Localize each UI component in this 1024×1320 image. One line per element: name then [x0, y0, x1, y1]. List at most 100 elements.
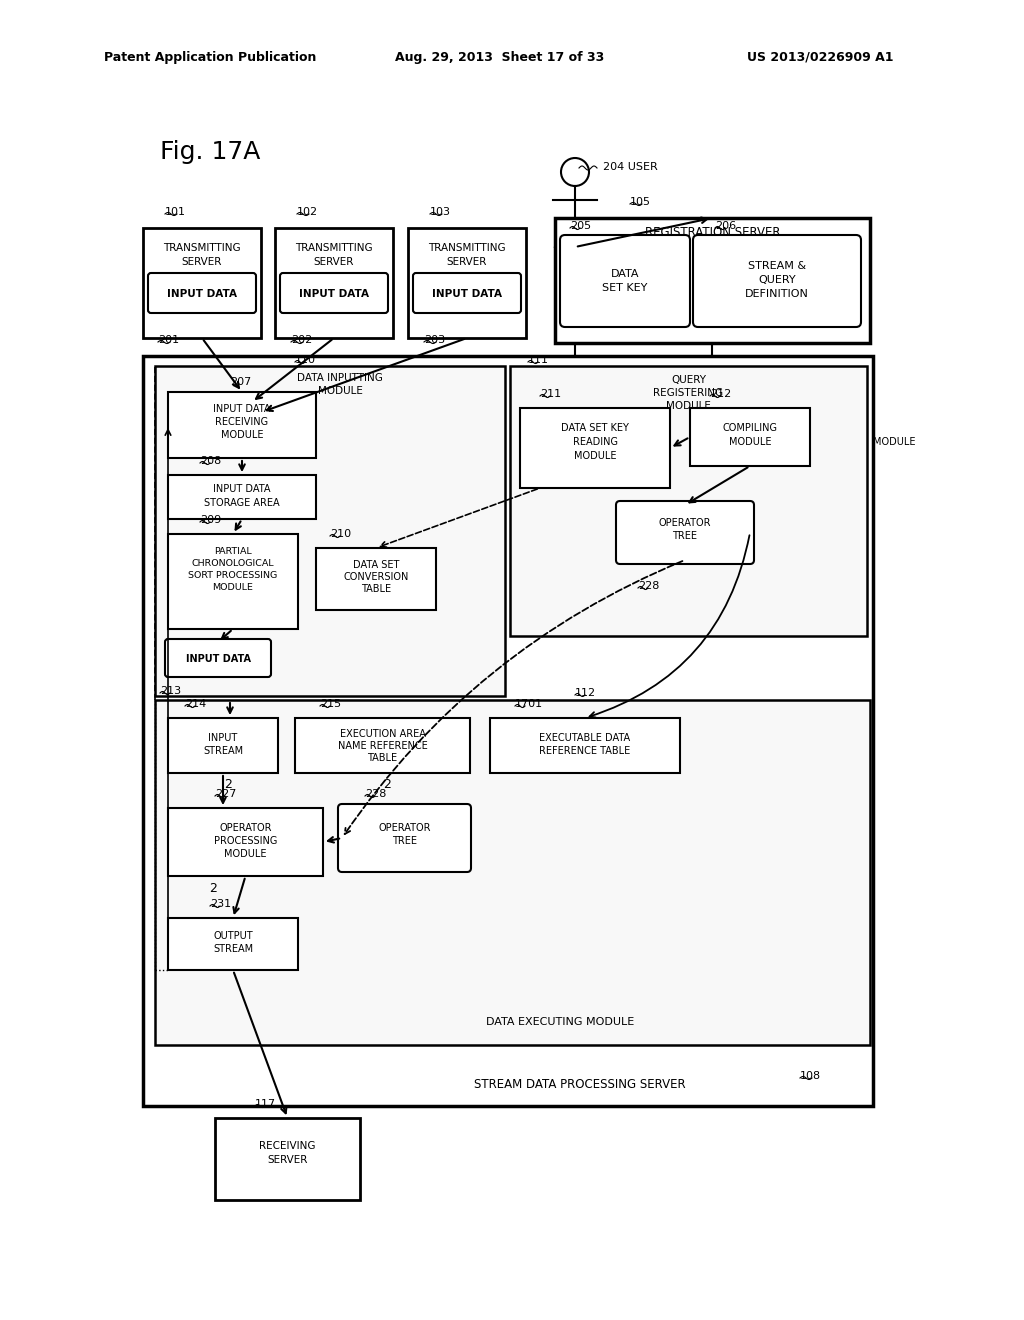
Text: COMPILING: COMPILING [723, 422, 777, 433]
Text: MODULE: MODULE [224, 849, 266, 859]
Text: 105: 105 [630, 197, 651, 207]
Text: MODULE: MODULE [729, 437, 771, 447]
Text: 204 USER: 204 USER [603, 162, 657, 172]
Text: Patent Application Publication: Patent Application Publication [103, 50, 316, 63]
Text: 214: 214 [185, 700, 206, 709]
Bar [408, 228, 526, 338]
Text: 111: 111 [528, 355, 549, 366]
Text: TRANSMITTING: TRANSMITTING [428, 243, 506, 253]
Text: MODULE: MODULE [573, 451, 616, 461]
Bar [168, 808, 323, 876]
Text: DEFINITION: DEFINITION [745, 289, 809, 300]
Text: 2: 2 [384, 779, 391, 792]
Text: SORT PROCESSING: SORT PROCESSING [188, 570, 278, 579]
FancyBboxPatch shape [165, 639, 271, 677]
Text: READING: READING [572, 437, 617, 447]
Text: DATA SET KEY: DATA SET KEY [561, 422, 629, 433]
Bar [316, 548, 436, 610]
Text: 202: 202 [291, 335, 312, 345]
Text: 2: 2 [209, 882, 217, 895]
Text: 1701: 1701 [515, 700, 543, 709]
Text: STREAM: STREAM [213, 944, 253, 954]
Bar [555, 218, 870, 343]
Text: DATA INPUTTING: DATA INPUTTING [297, 374, 383, 383]
Text: 231: 231 [210, 899, 231, 909]
FancyBboxPatch shape [560, 235, 690, 327]
Bar [168, 475, 316, 519]
Bar [168, 917, 298, 970]
Text: OPERATOR: OPERATOR [219, 822, 271, 833]
Text: STORAGE AREA: STORAGE AREA [204, 498, 280, 508]
Text: SET KEY: SET KEY [602, 282, 648, 293]
Text: 228: 228 [638, 581, 659, 591]
Bar [490, 718, 680, 774]
Text: REFERENCE TABLE: REFERENCE TABLE [540, 746, 631, 756]
Text: 213: 213 [160, 686, 181, 696]
Text: 211: 211 [540, 389, 561, 399]
Text: OPERATOR: OPERATOR [378, 822, 431, 833]
Text: TABLE: TABLE [360, 583, 391, 594]
Text: 207: 207 [230, 378, 251, 387]
Bar [155, 700, 870, 1045]
Text: Aug. 29, 2013  Sheet 17 of 33: Aug. 29, 2013 Sheet 17 of 33 [395, 50, 604, 63]
Text: EXECUTION AREA: EXECUTION AREA [340, 729, 425, 739]
Text: 210: 210 [330, 529, 351, 539]
Text: INPUT DATA: INPUT DATA [213, 484, 270, 494]
Text: NAME REFERENCE: NAME REFERENCE [338, 741, 427, 751]
Text: PARTIAL: PARTIAL [214, 546, 252, 556]
Text: 110: 110 [295, 355, 316, 366]
Text: TREE: TREE [673, 531, 697, 541]
Text: CHRONOLOGICAL: CHRONOLOGICAL [191, 558, 274, 568]
Text: 206: 206 [715, 220, 736, 231]
Text: DATA SET: DATA SET [353, 560, 399, 570]
Text: US 2013/0226909 A1: US 2013/0226909 A1 [746, 50, 893, 63]
FancyBboxPatch shape [338, 804, 471, 873]
Text: SERVER: SERVER [267, 1155, 307, 1166]
Text: CONVERSION: CONVERSION [343, 572, 409, 582]
Bar [275, 228, 393, 338]
Text: TREE: TREE [392, 836, 417, 846]
Bar [143, 356, 873, 1106]
Text: TABLE: TABLE [368, 752, 397, 763]
FancyBboxPatch shape [616, 502, 754, 564]
Text: Fig. 17A: Fig. 17A [160, 140, 260, 164]
Bar [215, 1118, 360, 1200]
Text: SERVER: SERVER [182, 257, 222, 267]
Text: 101: 101 [165, 207, 186, 216]
Text: INPUT: INPUT [208, 733, 238, 743]
Text: SERVER: SERVER [313, 257, 354, 267]
Text: 227: 227 [215, 789, 237, 799]
Text: REGISTRATION SERVER: REGISTRATION SERVER [645, 226, 780, 239]
Text: OUTPUT: OUTPUT [213, 931, 253, 941]
Text: MODULE: MODULE [666, 401, 711, 411]
Text: TRANSMITTING: TRANSMITTING [295, 243, 373, 253]
Bar [510, 366, 867, 636]
Bar [520, 408, 670, 488]
Text: 203: 203 [424, 335, 445, 345]
Text: 112: 112 [575, 688, 596, 698]
Bar [168, 392, 316, 458]
Text: SERVER: SERVER [446, 257, 487, 267]
Text: 212: 212 [710, 389, 731, 399]
Text: 201: 201 [158, 335, 179, 345]
Text: INPUT DATA: INPUT DATA [213, 404, 270, 414]
Bar [295, 718, 470, 774]
Text: STREAM: STREAM [203, 746, 243, 756]
Text: 102: 102 [297, 207, 318, 216]
Text: REGISTERING: REGISTERING [653, 388, 724, 399]
Text: EXECUTABLE DATA: EXECUTABLE DATA [540, 733, 631, 743]
Text: INPUT DATA: INPUT DATA [299, 289, 369, 300]
Text: MODULE: MODULE [872, 437, 915, 447]
Text: INPUT DATA: INPUT DATA [167, 289, 237, 300]
Text: STREAM DATA PROCESSING SERVER: STREAM DATA PROCESSING SERVER [474, 1078, 686, 1092]
Text: QUERY: QUERY [758, 275, 796, 285]
Bar [168, 535, 298, 630]
Bar [143, 228, 261, 338]
Text: INPUT DATA: INPUT DATA [432, 289, 502, 300]
FancyBboxPatch shape [148, 273, 256, 313]
Text: MODULE: MODULE [317, 385, 362, 396]
Text: 205: 205 [570, 220, 591, 231]
Text: MODULE: MODULE [221, 430, 263, 440]
Text: 215: 215 [319, 700, 341, 709]
Text: QUERY: QUERY [671, 375, 706, 385]
